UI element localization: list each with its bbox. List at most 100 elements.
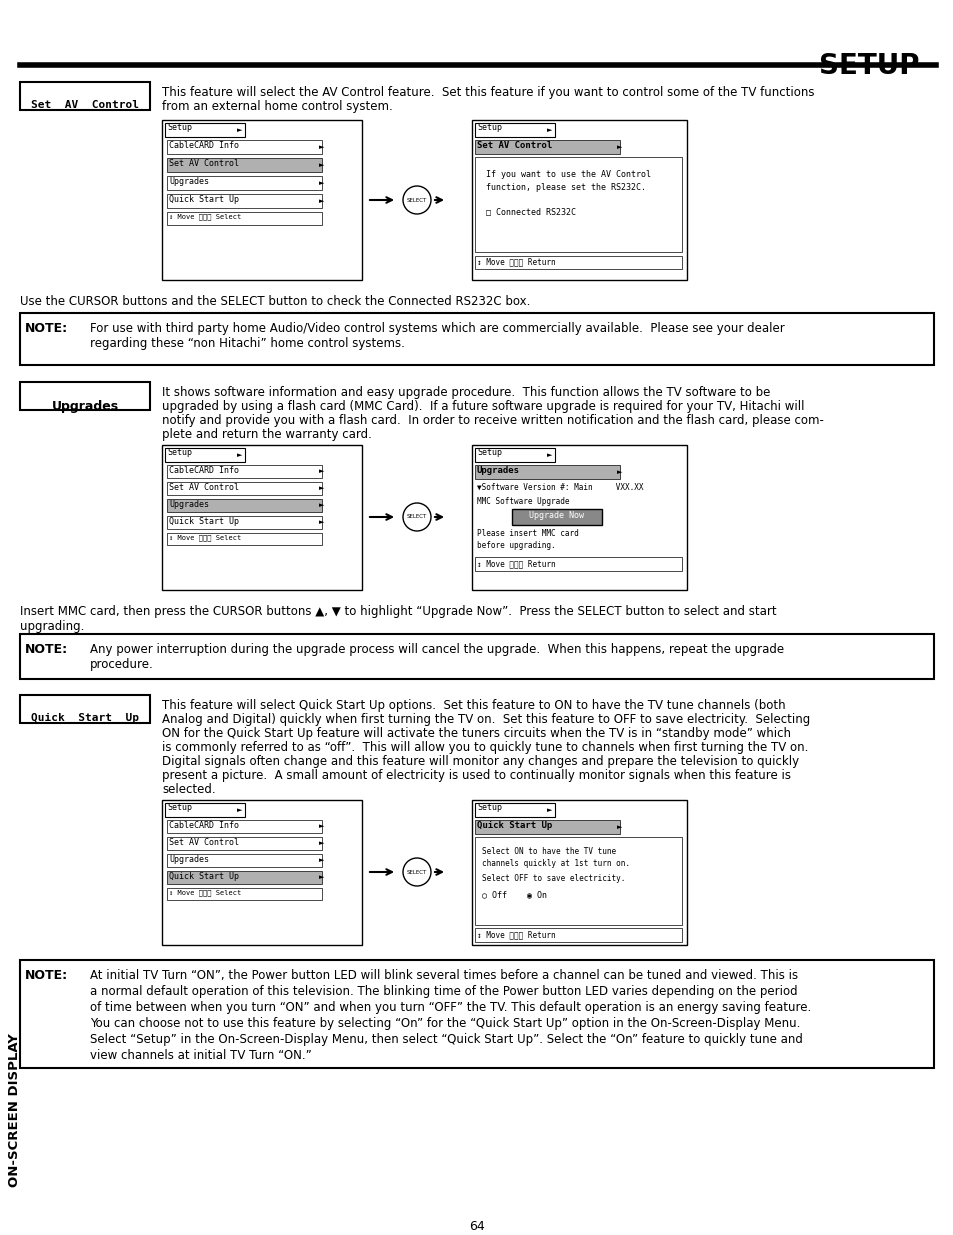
Text: upgrading.: upgrading. (20, 620, 84, 634)
Bar (472, 800, 686, 945)
Text: ►: ► (617, 469, 621, 475)
Text: Insert MMC card, then press the CURSOR buttons ▲, ▼ to highlight “Upgrade Now”. : Insert MMC card, then press the CURSOR b… (20, 605, 776, 618)
Text: CableCARD Info: CableCARD Info (169, 466, 239, 475)
Text: ►: ► (318, 468, 324, 474)
Text: ►: ► (617, 144, 621, 149)
Text: ►: ► (318, 198, 324, 204)
Text: At initial TV Turn “ON”, the Power button LED will blink several times before a : At initial TV Turn “ON”, the Power butto… (90, 969, 798, 982)
Bar (162, 120, 361, 280)
Text: ↕ Move ⓈⓄⓁ Return: ↕ Move ⓈⓄⓁ Return (476, 257, 555, 266)
Text: Upgrades: Upgrades (51, 400, 118, 412)
Bar (20, 312, 933, 366)
Text: Quick Start Up: Quick Start Up (169, 517, 239, 526)
Bar (20, 382, 150, 410)
Bar (167, 820, 322, 832)
Bar (475, 927, 681, 942)
Text: ►: ► (318, 823, 324, 829)
Bar (20, 634, 933, 679)
Bar (167, 871, 322, 884)
Text: is commonly referred to as “off”.  This will allow you to quickly tune to channe: is commonly referred to as “off”. This w… (162, 741, 807, 755)
Text: channels quickly at 1st turn on.: channels quickly at 1st turn on. (481, 860, 629, 868)
Text: Setup: Setup (476, 124, 501, 132)
Text: ►: ► (617, 824, 621, 830)
Text: ↕ Move ⓈⓄⓁ Select: ↕ Move ⓈⓄⓁ Select (169, 889, 241, 895)
Text: ►: ► (318, 180, 324, 186)
Text: of time between when you turn “ON” and when you turn “OFF” the TV. This default : of time between when you turn “ON” and w… (90, 1002, 810, 1014)
Text: ►: ► (547, 127, 552, 133)
Text: This feature will select Quick Start Up options.  Set this feature to ON to have: This feature will select Quick Start Up … (162, 699, 785, 713)
Bar (475, 124, 555, 137)
Bar (475, 466, 619, 479)
Text: Setup: Setup (167, 124, 192, 132)
Bar (475, 448, 555, 462)
Text: ►: ► (318, 485, 324, 492)
Text: regarding these “non Hitachi” home control systems.: regarding these “non Hitachi” home contr… (90, 337, 404, 350)
Text: CableCARD Info: CableCARD Info (169, 141, 239, 149)
Text: Setup: Setup (476, 448, 501, 457)
Text: SELECT: SELECT (406, 869, 427, 874)
Text: Please insert MMC card: Please insert MMC card (476, 529, 578, 538)
Text: Set AV Control: Set AV Control (169, 483, 239, 492)
Text: ↕ Move ⓈⓄⓁ Select: ↕ Move ⓈⓄⓁ Select (169, 534, 241, 541)
Text: a normal default operation of this television. The blinking time of the Power bu: a normal default operation of this telev… (90, 986, 797, 998)
Text: Quick Start Up: Quick Start Up (476, 821, 552, 830)
Text: Any power interruption during the upgrade process will cancel the upgrade.  When: Any power interruption during the upgrad… (90, 643, 783, 656)
Bar (167, 888, 322, 900)
Text: Select OFF to save electricity.: Select OFF to save electricity. (481, 874, 625, 883)
Text: ▼Software Version #: Main     VXX.XX: ▼Software Version #: Main VXX.XX (476, 483, 643, 492)
Text: before upgrading.: before upgrading. (476, 541, 555, 550)
Text: 64: 64 (469, 1220, 484, 1233)
Text: MMC Software Upgrade: MMC Software Upgrade (476, 496, 569, 506)
Text: ►: ► (237, 806, 242, 813)
Text: Upgrades: Upgrades (169, 177, 209, 186)
Text: procedure.: procedure. (90, 658, 153, 671)
Text: ►: ► (318, 144, 324, 149)
Circle shape (402, 503, 431, 531)
Bar (167, 177, 322, 190)
Text: ►: ► (547, 452, 552, 458)
Text: ○ Off    ◉ On: ○ Off ◉ On (481, 890, 546, 899)
Circle shape (402, 858, 431, 885)
Text: ↕ Move ⓈⓄⓁ Select: ↕ Move ⓈⓄⓁ Select (169, 212, 241, 220)
Text: Quick Start Up: Quick Start Up (169, 195, 239, 204)
Text: Setup: Setup (167, 803, 192, 811)
Bar (167, 466, 322, 478)
Text: ►: ► (318, 840, 324, 846)
Text: Quick  Start  Up: Quick Start Up (30, 713, 139, 722)
Text: function, please set the RS232C.: function, please set the RS232C. (485, 183, 645, 191)
Text: Set AV Control: Set AV Control (169, 839, 239, 847)
Text: ►: ► (318, 857, 324, 863)
Text: Upgrades: Upgrades (476, 466, 519, 475)
Text: plete and return the warranty card.: plete and return the warranty card. (162, 429, 372, 441)
Bar (162, 800, 361, 945)
Text: If you want to use the AV Control: If you want to use the AV Control (485, 170, 650, 179)
Bar (20, 695, 150, 722)
Text: ON for the Quick Start Up feature will activate the tuners circuits when the TV : ON for the Quick Start Up feature will a… (162, 727, 790, 740)
Text: You can choose not to use this feature by selecting “On” for the “Quick Start Up: You can choose not to use this feature b… (90, 1016, 800, 1030)
Text: selected.: selected. (162, 783, 215, 797)
Text: Set AV Control: Set AV Control (169, 159, 239, 168)
Text: Select ON to have the TV tune: Select ON to have the TV tune (481, 847, 616, 856)
Bar (165, 124, 245, 137)
Bar (20, 82, 150, 110)
Text: CableCARD Info: CableCARD Info (169, 821, 239, 830)
Text: notify and provide you with a flash card.  In order to receive written notificat: notify and provide you with a flash card… (162, 414, 823, 427)
Text: upgraded by using a flash card (MMC Card).  If a future software upgrade is requ: upgraded by using a flash card (MMC Card… (162, 400, 803, 412)
Text: Analog and Digital) quickly when first turning the TV on.  Set this feature to O: Analog and Digital) quickly when first t… (162, 713, 809, 726)
Bar (167, 212, 322, 225)
Bar (472, 120, 686, 280)
Text: present a picture.  A small amount of electricity is used to continually monitor: present a picture. A small amount of ele… (162, 769, 790, 782)
Bar (162, 445, 361, 590)
Bar (167, 499, 322, 513)
Bar (475, 140, 619, 154)
Text: ON-SCREEN DISPLAY: ON-SCREEN DISPLAY (9, 1032, 22, 1187)
Text: Quick Start Up: Quick Start Up (169, 872, 239, 881)
Text: This feature will select the AV Control feature.  Set this feature if you want t: This feature will select the AV Control … (162, 86, 814, 99)
Text: Upgrade Now: Upgrade Now (529, 511, 584, 520)
Bar (475, 157, 681, 252)
Text: Upgrades: Upgrades (169, 855, 209, 864)
Text: ►: ► (237, 127, 242, 133)
Text: Select “Setup” in the On-Screen-Display Menu, then select “Quick Start Up”. Sele: Select “Setup” in the On-Screen-Display … (90, 1032, 802, 1046)
Text: view channels at initial TV Turn “ON.”: view channels at initial TV Turn “ON.” (90, 1049, 312, 1062)
Text: NOTE:: NOTE: (25, 643, 68, 656)
